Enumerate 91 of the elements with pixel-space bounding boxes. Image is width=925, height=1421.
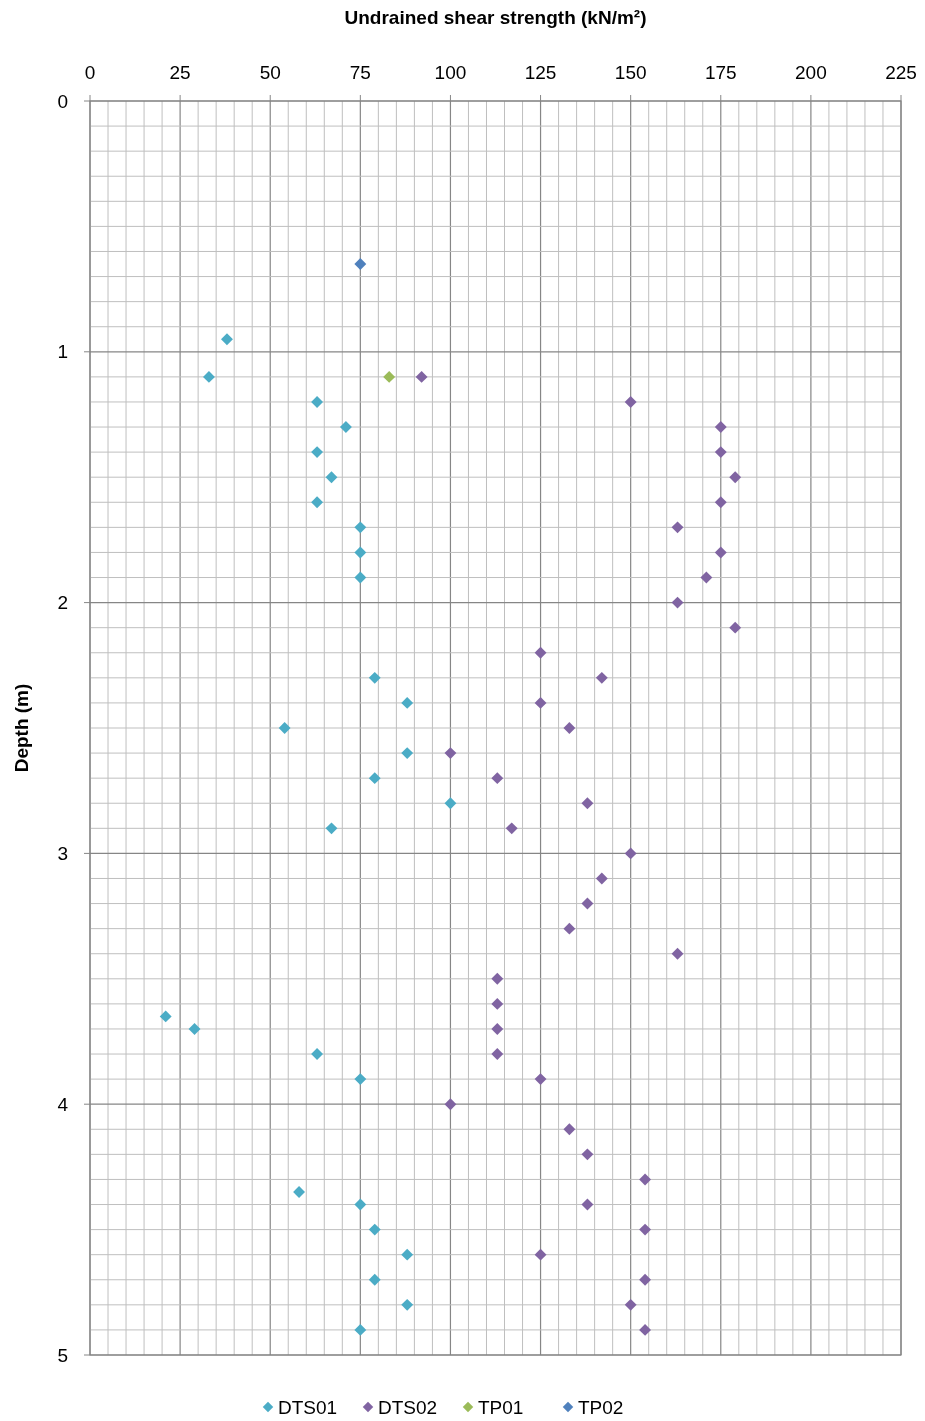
x-tick-label: 150	[614, 62, 647, 83]
point	[729, 621, 742, 634]
point	[325, 471, 338, 484]
point	[278, 722, 291, 734]
legend-label: DTS01	[278, 1396, 338, 1418]
point	[415, 370, 428, 383]
point	[714, 446, 727, 459]
x-tick-label: 75	[349, 62, 371, 83]
point	[581, 1198, 594, 1211]
legend-label: TP02	[578, 1396, 624, 1418]
point	[671, 947, 684, 960]
x-tick-label: 225	[885, 62, 917, 83]
point	[311, 446, 324, 459]
point	[368, 1273, 381, 1286]
y-tick-label: 1	[57, 341, 68, 363]
y-tick-label: 3	[57, 843, 68, 865]
x-tick-label: 175	[704, 62, 737, 83]
point	[188, 1023, 201, 1035]
x-tick-label: 50	[259, 62, 281, 83]
point	[311, 396, 324, 408]
point	[714, 496, 727, 509]
point	[354, 546, 367, 559]
point	[595, 872, 608, 885]
point	[368, 772, 381, 785]
point	[581, 1148, 594, 1161]
point	[354, 1198, 367, 1211]
y-tick-label: 5	[57, 1344, 68, 1366]
point	[325, 822, 338, 835]
y-tick-label: 2	[57, 592, 68, 614]
point	[714, 421, 727, 433]
point	[444, 747, 457, 760]
point	[624, 1298, 637, 1311]
point	[729, 471, 742, 484]
point	[354, 521, 367, 534]
x-tick-label: 200	[795, 62, 827, 83]
point	[401, 1298, 414, 1311]
y-tick-label: 0	[57, 90, 68, 112]
point	[491, 772, 504, 785]
point	[159, 1010, 172, 1023]
point	[700, 571, 713, 584]
point	[534, 696, 547, 709]
point	[354, 258, 367, 270]
point	[311, 496, 324, 509]
point	[444, 797, 457, 810]
point	[293, 1186, 305, 1198]
point	[368, 671, 381, 684]
point	[505, 822, 518, 835]
point	[383, 370, 396, 383]
point	[624, 847, 637, 860]
point	[639, 1173, 652, 1186]
x-tick-label: 0	[84, 62, 96, 83]
point	[563, 922, 576, 935]
point	[714, 546, 727, 559]
legend-label: TP01	[478, 1396, 524, 1418]
point	[639, 1273, 652, 1286]
point	[639, 1223, 652, 1236]
point	[221, 333, 233, 346]
point	[595, 671, 608, 684]
legend-label: DTS02	[378, 1396, 438, 1418]
point	[339, 421, 352, 433]
x-axis-title: Undrained shear strength (kN/m²)	[344, 7, 647, 28]
point	[581, 897, 594, 910]
point	[203, 370, 215, 383]
point	[563, 1123, 576, 1136]
point	[401, 747, 414, 760]
point	[491, 997, 504, 1010]
point	[491, 1048, 504, 1060]
point	[671, 521, 684, 534]
point	[563, 722, 576, 734]
point	[534, 1248, 547, 1261]
point	[354, 571, 367, 584]
x-tick-label: 25	[169, 62, 191, 83]
point	[491, 1023, 504, 1035]
y-tick-label: 4	[57, 1093, 69, 1115]
point	[354, 1323, 367, 1336]
point	[581, 797, 594, 810]
point	[491, 972, 504, 985]
point	[354, 1073, 367, 1086]
point	[311, 1048, 324, 1060]
point	[368, 1223, 381, 1236]
point	[534, 646, 547, 659]
point	[401, 1248, 414, 1261]
point	[671, 596, 684, 609]
point	[624, 396, 637, 408]
point	[444, 1098, 457, 1111]
x-tick-label: 100	[434, 62, 467, 83]
point	[534, 1073, 547, 1086]
point	[401, 696, 414, 709]
x-tick-label: 125	[524, 62, 557, 83]
point	[639, 1323, 652, 1336]
y-axis-title: Depth (m)	[11, 683, 32, 773]
